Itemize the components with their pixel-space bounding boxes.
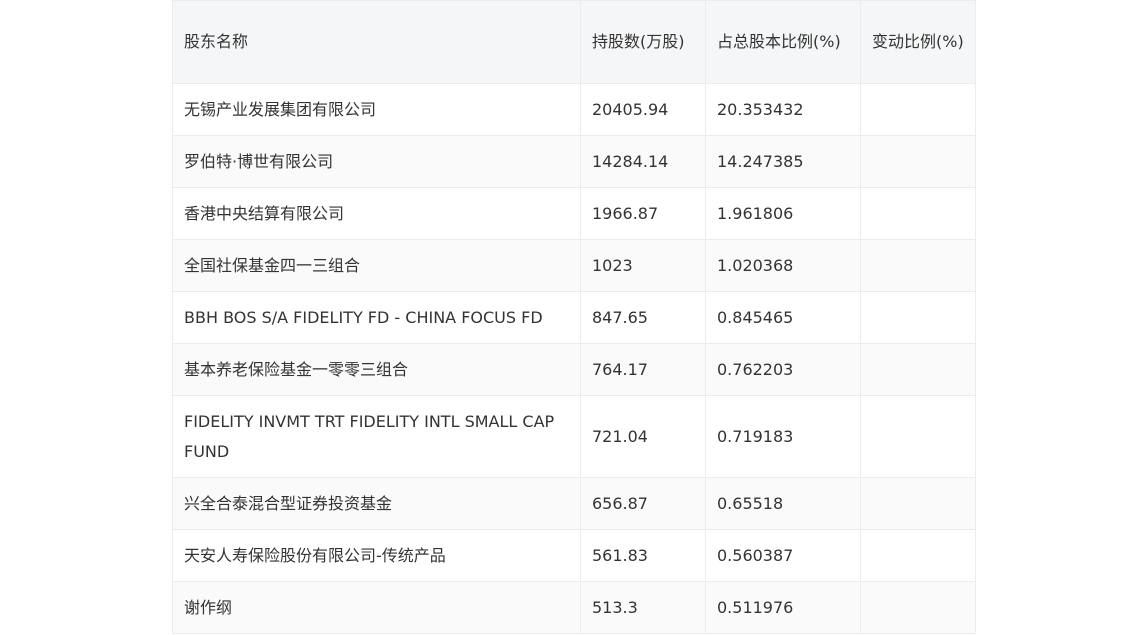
cell-change [860,581,976,634]
cell-change [860,343,976,396]
cell-shares: 1966.87 [580,187,706,240]
cell-shares: 20405.94 [580,83,706,136]
cell-ratio: 0.719183 [705,395,861,478]
cell-ratio: 20.353432 [705,83,861,136]
table-row: 香港中央结算有限公司 1966.87 1.961806 [172,187,976,240]
cell-ratio: 0.845465 [705,291,861,344]
cell-shares: 1023 [580,239,706,292]
table-row: 谢作纲 513.3 0.511976 [172,581,976,634]
table-row: 天安人寿保险股份有限公司-传统产品 561.83 0.560387 [172,529,976,582]
cell-ratio: 1.020368 [705,239,861,292]
table-row: 全国社保基金四一三组合 1023 1.020368 [172,239,976,292]
table-row: 兴全合泰混合型证券投资基金 656.87 0.65518 [172,477,976,530]
cell-ratio: 14.247385 [705,135,861,188]
cell-shares: 721.04 [580,395,706,478]
table-row: BBH BOS S/A FIDELITY FD - CHINA FOCUS FD… [172,291,976,344]
cell-ratio: 1.961806 [705,187,861,240]
cell-change [860,529,976,582]
cell-change [860,187,976,240]
cell-shares: 847.65 [580,291,706,344]
cell-ratio: 0.65518 [705,477,861,530]
cell-ratio: 0.560387 [705,529,861,582]
header-shares: 持股数(万股) [580,0,706,84]
cell-ratio: 0.762203 [705,343,861,396]
cell-shares: 764.17 [580,343,706,396]
cell-change [860,395,976,478]
cell-change [860,83,976,136]
cell-name: 香港中央结算有限公司 [172,187,581,240]
table-row: 基本养老保险基金一零零三组合 764.17 0.762203 [172,343,976,396]
cell-name: 谢作纲 [172,581,581,634]
header-ratio: 占总股本比例(%) [705,0,861,84]
cell-name: 兴全合泰混合型证券投资基金 [172,477,581,530]
cell-change [860,135,976,188]
shareholder-table: 股东名称 持股数(万股) 占总股本比例(%) 变动比例(%) 无锡产业发展集团有… [172,0,976,634]
header-change: 变动比例(%) [860,0,976,84]
cell-shares: 513.3 [580,581,706,634]
header-row: 股东名称 持股数(万股) 占总股本比例(%) 变动比例(%) [172,0,976,84]
cell-shares: 656.87 [580,477,706,530]
cell-ratio: 0.511976 [705,581,861,634]
cell-name: 天安人寿保险股份有限公司-传统产品 [172,529,581,582]
table-row: 罗伯特·博世有限公司 14284.14 14.247385 [172,135,976,188]
cell-name: FIDELITY INVMT TRT FIDELITY INTL SMALL C… [172,395,581,478]
cell-name: 全国社保基金四一三组合 [172,239,581,292]
cell-name: 无锡产业发展集团有限公司 [172,83,581,136]
table-row: FIDELITY INVMT TRT FIDELITY INTL SMALL C… [172,395,976,478]
header-name: 股东名称 [172,0,581,84]
cell-name: 罗伯特·博世有限公司 [172,135,581,188]
cell-change [860,239,976,292]
cell-name: BBH BOS S/A FIDELITY FD - CHINA FOCUS FD [172,291,581,344]
cell-name: 基本养老保险基金一零零三组合 [172,343,581,396]
cell-shares: 561.83 [580,529,706,582]
cell-shares: 14284.14 [580,135,706,188]
cell-change [860,477,976,530]
cell-change [860,291,976,344]
table-row: 无锡产业发展集团有限公司 20405.94 20.353432 [172,83,976,136]
